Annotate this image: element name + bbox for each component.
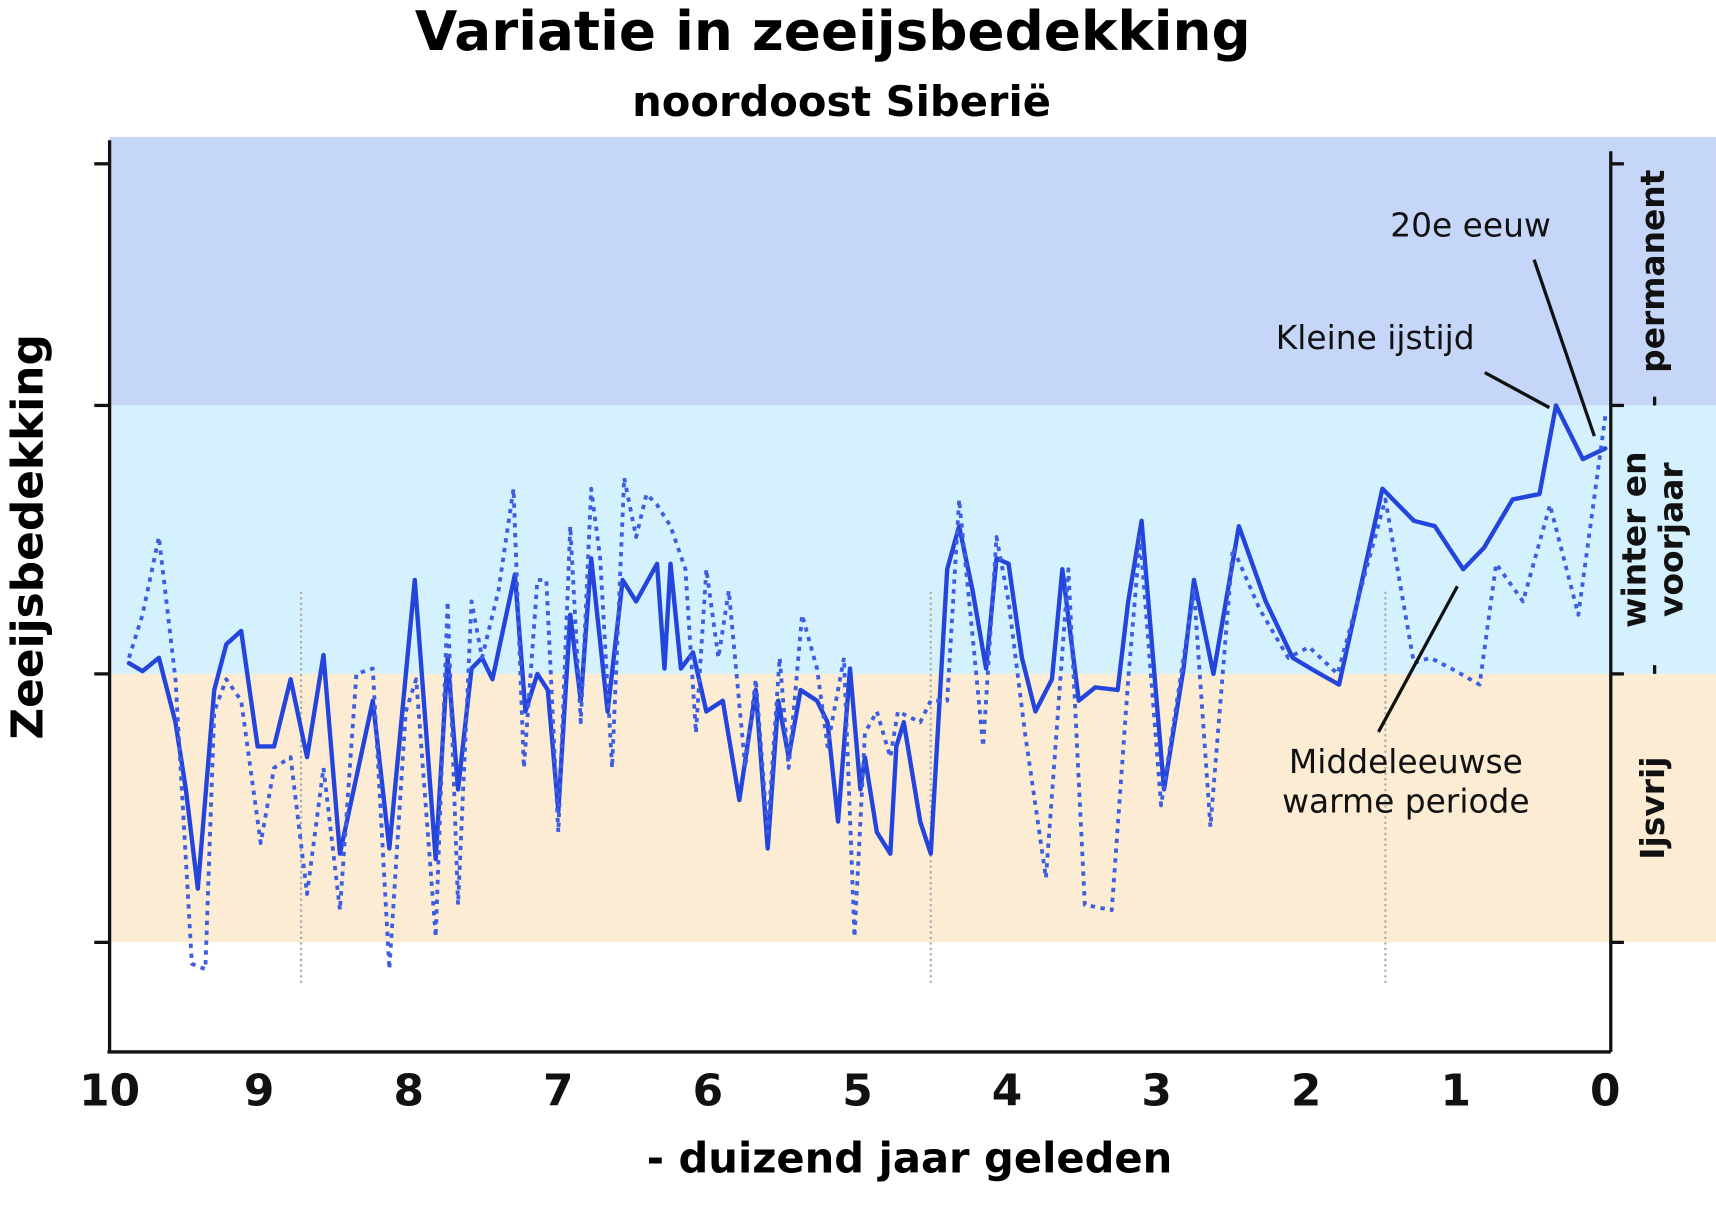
x-axis-label: - duizend jaar geleden — [647, 1133, 1173, 1182]
x-tick-label: 6 — [693, 1066, 724, 1117]
x-tick-label: 8 — [393, 1066, 424, 1117]
band-label: voorjaar — [1652, 462, 1691, 617]
x-tick-label: 3 — [1141, 1066, 1172, 1117]
band-label: permanent — [1633, 170, 1672, 373]
x-tick-label: 2 — [1291, 1066, 1322, 1117]
band — [109, 405, 1716, 674]
annotation: Middeleeuwse — [1289, 742, 1523, 781]
annotation: warme periode — [1282, 782, 1530, 821]
chart-title: Variatie in zeeijsbedekking — [415, 0, 1251, 63]
x-tick-label: 4 — [992, 1066, 1023, 1117]
band-label: winter en — [1614, 451, 1653, 627]
x-tick-label: 10 — [79, 1066, 140, 1117]
band-label: Ijsvrij — [1633, 757, 1672, 860]
x-tick-label: 5 — [842, 1066, 873, 1117]
x-tick-label: 7 — [543, 1066, 574, 1117]
band — [109, 136, 1716, 406]
y-axis-label: Zeeijsbedekking — [3, 334, 54, 739]
x-tick-label: 0 — [1590, 1066, 1621, 1117]
annotation: 20e eeuw — [1390, 205, 1551, 244]
chart-subtitle: noordoost Siberië — [632, 77, 1051, 126]
series-line-dotted — [127, 415, 1608, 972]
annotation-pointer — [1483, 371, 1551, 410]
x-tick-label: 9 — [244, 1066, 275, 1117]
annotation-pointer — [1377, 585, 1459, 733]
x-tick-label: 1 — [1440, 1066, 1471, 1117]
annotation-pointer — [1532, 259, 1596, 437]
series-line — [126, 403, 1608, 891]
annotation: Kleine ijstijd — [1276, 318, 1475, 357]
